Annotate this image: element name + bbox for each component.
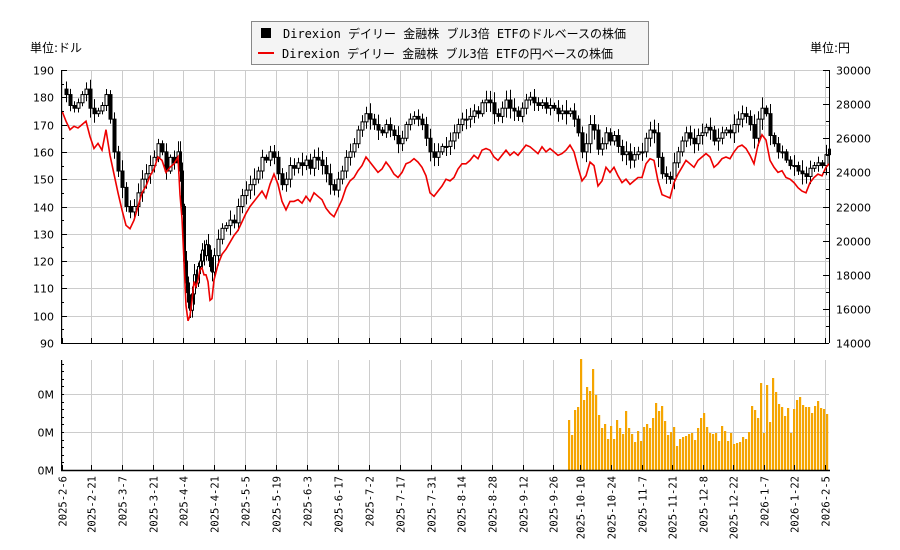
legend-label-jpy: Direxion デイリー 金融株 ブル3倍 ETFの円ベースの株価 <box>282 46 613 61</box>
svg-text:0M: 0M <box>38 465 55 478</box>
svg-text:2025-9-26: 2025-9-26 <box>549 476 561 533</box>
svg-text:2026-2-5: 2026-2-5 <box>821 476 833 527</box>
svg-text:2025-11-7: 2025-11-7 <box>638 476 650 533</box>
svg-text:2025-6-3: 2025-6-3 <box>303 476 315 527</box>
svg-text:26000: 26000 <box>836 133 871 146</box>
svg-text:0M: 0M <box>38 389 55 402</box>
svg-text:2026-1-7: 2026-1-7 <box>760 476 772 527</box>
svg-text:100: 100 <box>33 311 54 324</box>
svg-text:2025-9-12: 2025-9-12 <box>519 476 531 533</box>
svg-text:2025-2-21: 2025-2-21 <box>87 476 99 533</box>
svg-text:2025-8-14: 2025-8-14 <box>457 476 469 533</box>
axes: 190 180 170 160 150 140 130 120 110 100 90 30000 280… <box>33 65 871 540</box>
svg-text:24000: 24000 <box>836 167 871 180</box>
svg-text:2025-10-24: 2025-10-24 <box>607 476 619 539</box>
svg-text:2025-11-21: 2025-11-21 <box>668 476 680 539</box>
right-axis-unit: 単位:円 <box>810 41 851 55</box>
svg-text:2025-5-19: 2025-5-19 <box>272 476 284 533</box>
svg-text:170: 170 <box>33 120 54 133</box>
svg-text:28000: 28000 <box>836 99 871 112</box>
legend-label-usd: Direxion デイリー 金融株 ブル3倍 ETFのドルベースの株価 <box>283 26 626 41</box>
svg-text:2025-7-2: 2025-7-2 <box>365 476 377 527</box>
svg-text:18000: 18000 <box>836 270 871 283</box>
svg-text:110: 110 <box>33 283 54 296</box>
svg-text:2025-4-4: 2025-4-4 <box>179 476 191 527</box>
svg-text:190: 190 <box>33 65 54 78</box>
svg-text:2025-12-8: 2025-12-8 <box>699 476 711 533</box>
svg-text:130: 130 <box>33 229 54 242</box>
svg-text:180: 180 <box>33 92 54 105</box>
left-axis-unit: 単位:ドル <box>30 41 83 55</box>
svg-text:2025-3-21: 2025-3-21 <box>149 476 161 533</box>
svg-text:30000: 30000 <box>836 65 871 78</box>
chart-legend: Direxion デイリー 金融株 ブル3倍 ETFのドルベースの株価 Dire… <box>251 21 649 65</box>
svg-text:2025-12-22: 2025-12-22 <box>729 476 741 539</box>
svg-text:2025-3-7: 2025-3-7 <box>118 476 130 527</box>
svg-text:2026-1-22: 2026-1-22 <box>790 476 802 533</box>
svg-text:90: 90 <box>40 338 54 351</box>
svg-text:2025-6-17: 2025-6-17 <box>334 476 346 533</box>
legend-item-usd: Direxion デイリー 金融株 ブル3倍 ETFのドルベースの株価 <box>258 24 626 42</box>
svg-text:16000: 16000 <box>836 304 871 317</box>
red-line-icon <box>258 52 274 54</box>
svg-text:20000: 20000 <box>836 236 871 249</box>
svg-text:14000: 14000 <box>836 338 871 351</box>
svg-text:120: 120 <box>33 256 54 269</box>
svg-text:22000: 22000 <box>836 202 871 215</box>
black-square-icon <box>261 28 271 38</box>
svg-text:2025-7-17: 2025-7-17 <box>396 476 408 533</box>
svg-text:2025-2-6: 2025-2-6 <box>58 476 70 527</box>
svg-text:0M: 0M <box>38 427 55 440</box>
volume-bars <box>568 359 829 470</box>
legend-item-jpy: Direxion デイリー 金融株 ブル3倍 ETFの円ベースの株価 <box>258 44 613 62</box>
svg-text:2025-10-10: 2025-10-10 <box>576 476 588 539</box>
jpy-price-line <box>61 110 830 322</box>
svg-text:2025-8-28: 2025-8-28 <box>488 476 500 533</box>
svg-text:140: 140 <box>33 202 54 215</box>
svg-text:2025-5-5: 2025-5-5 <box>241 476 253 527</box>
svg-text:160: 160 <box>33 147 54 160</box>
svg-text:150: 150 <box>33 174 54 187</box>
svg-text:2025-4-21: 2025-4-21 <box>210 476 222 533</box>
svg-text:2025-7-31: 2025-7-31 <box>427 476 439 533</box>
